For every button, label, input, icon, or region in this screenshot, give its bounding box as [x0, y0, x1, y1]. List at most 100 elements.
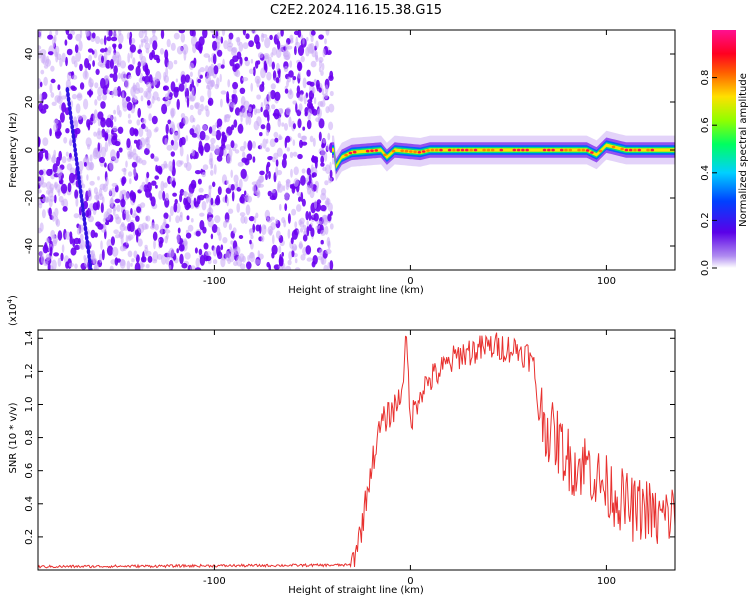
noise-dot: [125, 160, 128, 168]
noise-dot: [189, 83, 193, 92]
noise-dot: [111, 90, 114, 98]
noise-dot: [117, 126, 124, 134]
noise-dot: [276, 32, 281, 40]
noise-dot: [275, 159, 279, 167]
noise-dot: [40, 108, 47, 114]
noise-dot: [298, 103, 303, 112]
noise-dot: [216, 245, 221, 257]
noise-dot: [234, 149, 240, 154]
y-tick-label: 1.0: [24, 397, 35, 413]
noise-dot: [152, 251, 159, 262]
noise-dot: [254, 259, 261, 265]
noise-dot: [152, 231, 158, 241]
noise-dot: [93, 131, 97, 137]
noise-dot: [276, 147, 283, 157]
noise-dot: [178, 244, 185, 252]
noise-dot: [210, 169, 214, 176]
noise-dot: [109, 160, 114, 171]
noise-dot: [92, 60, 95, 67]
signal-core-dot: [404, 149, 409, 153]
noise-dot: [97, 142, 101, 152]
signal-core-dot: [499, 148, 504, 152]
noise-dot: [145, 188, 151, 198]
noise-dot: [282, 153, 287, 160]
noise-dot: [152, 40, 158, 51]
noise-dot: [260, 67, 266, 79]
noise-dot: [279, 203, 282, 211]
streak-dot: [87, 257, 92, 264]
noise-dot: [38, 136, 41, 148]
noise-dot: [285, 265, 292, 270]
noise-dot: [131, 95, 138, 103]
signal-core-dot: [490, 148, 495, 152]
noise-dot: [255, 212, 259, 219]
noise-dot: [87, 63, 92, 71]
noise-dot: [138, 158, 143, 164]
noise-dot: [301, 141, 308, 146]
noise-dot: [278, 69, 281, 79]
noise-dot: [144, 244, 148, 249]
noise-dot: [184, 74, 191, 83]
signal-core-dot: [391, 149, 396, 153]
noise-dot: [207, 97, 214, 107]
noise-dot: [283, 65, 289, 73]
noise-dot: [129, 221, 135, 233]
signal-core-dot: [348, 151, 353, 155]
noise-dot: [266, 161, 271, 168]
noise-dot: [251, 104, 256, 109]
y-tick-label: 1.2: [24, 363, 35, 379]
streak-dot: [85, 239, 90, 246]
noise-dot: [38, 169, 44, 176]
noise-dot: [260, 235, 265, 243]
signal-core-dot: [637, 148, 642, 152]
noise-dot: [220, 90, 227, 95]
noise-dot: [302, 234, 308, 242]
noise-dot: [296, 91, 301, 99]
noise-dot: [297, 153, 303, 160]
noise-dot: [67, 33, 73, 40]
noise-dot: [74, 189, 79, 199]
noise-dot: [307, 115, 311, 121]
noise-dot: [89, 250, 94, 261]
noise-dot: [105, 129, 110, 134]
noise-dot: [260, 32, 265, 43]
signal-core-dot: [525, 148, 529, 152]
noise-dot: [161, 254, 167, 265]
noise-dot: [245, 33, 250, 40]
noise-dot: [241, 77, 249, 82]
noise-dot: [91, 50, 95, 55]
noise-dot: [205, 255, 212, 262]
noise-dot: [121, 168, 127, 172]
noise-dot: [116, 86, 122, 97]
noise-dot: [295, 102, 298, 113]
streak-dot: [80, 197, 84, 204]
signal-core-dot: [551, 148, 555, 152]
noise-dot: [55, 53, 59, 63]
noise-dot: [113, 30, 117, 34]
noise-dot: [205, 251, 212, 256]
noise-dot: [319, 60, 323, 68]
noise-dot: [127, 235, 132, 242]
spectrogram-y-label: Frequency (Hz): [8, 112, 19, 188]
noise-dot: [193, 197, 197, 207]
noise-dot: [216, 41, 221, 49]
noise-dot: [310, 35, 314, 43]
noise-dot: [163, 217, 167, 227]
noise-dot: [148, 74, 153, 85]
noise-dot: [65, 30, 70, 35]
noise-dot: [73, 213, 80, 219]
noise-dot: [179, 193, 183, 203]
noise-dot: [216, 35, 222, 41]
noise-dot: [112, 72, 118, 83]
noise-dot: [172, 192, 178, 197]
noise-dot: [283, 55, 290, 60]
noise-dot: [248, 228, 254, 233]
noise-dot: [236, 51, 242, 60]
noise-dot: [286, 147, 290, 152]
signal-core-dot: [521, 148, 525, 152]
noise-dot: [119, 190, 124, 202]
noise-dot: [248, 40, 255, 48]
noise-dot: [126, 260, 131, 270]
noise-dot: [311, 86, 316, 94]
noise-dot: [199, 212, 205, 217]
